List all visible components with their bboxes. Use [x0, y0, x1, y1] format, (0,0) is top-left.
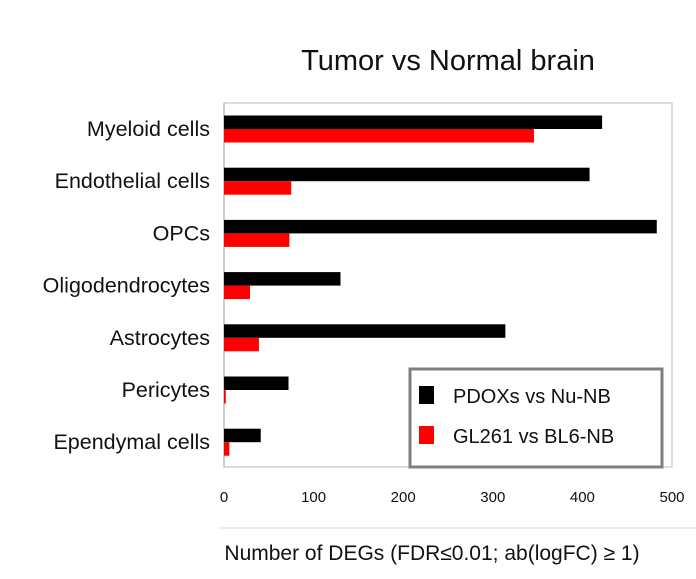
- x-tick-label: 0: [220, 489, 228, 506]
- category-label: OPCs: [153, 221, 210, 245]
- category-label: Myeloid cells: [87, 117, 210, 141]
- legend-label-series-2: GL261 vs BL6-NB: [453, 426, 614, 448]
- x-axis-label: Number of DEGs (FDR≤0.01; ab(logFC) ≥ 1): [224, 542, 639, 565]
- bar-series-1: [224, 272, 341, 286]
- x-tick-label: 500: [659, 489, 684, 506]
- bar-series-2: [224, 233, 290, 247]
- x-tick-label: 100: [301, 489, 326, 506]
- bar-series-2: [224, 390, 226, 404]
- legend-label-series-1: PDOXs vs Nu-NB: [453, 386, 611, 408]
- bar-series-1: [224, 428, 261, 443]
- legend-box: [408, 367, 664, 469]
- bar-series-1: [224, 376, 289, 390]
- x-tick-label: 400: [570, 489, 595, 506]
- bar-series-2: [224, 181, 292, 195]
- bars: [224, 115, 657, 456]
- bar-series-2: [224, 285, 250, 300]
- legend-swatch-series-2: [419, 426, 434, 444]
- category-labels: Myeloid cells Endothelial cells OPCs Oligod…: [43, 117, 210, 454]
- bar-series-1: [224, 324, 506, 338]
- legend: PDOXs vs Nu-NB GL261 vs BL6-NB: [408, 367, 664, 469]
- chart-title: Tumor vs Normal brain: [301, 45, 595, 77]
- category-label: Astrocytes: [110, 326, 210, 350]
- category-label: Endothelial cells: [55, 169, 210, 193]
- bar-series-2: [224, 337, 259, 352]
- bar-series-2: [224, 129, 535, 143]
- x-tick-label: 300: [480, 489, 505, 506]
- x-tick-label: 200: [391, 489, 416, 506]
- category-label: Pericytes: [122, 378, 210, 402]
- bar-series-1: [224, 115, 603, 129]
- bar-series-2: [224, 442, 230, 456]
- legend-swatch-series-1: [419, 386, 434, 404]
- x-axis-ticks: 0 100 200 300 400 500: [220, 489, 685, 506]
- category-label: Ependymal cells: [53, 430, 210, 454]
- category-label: Oligodendrocytes: [43, 274, 210, 298]
- bar-series-1: [224, 219, 657, 234]
- bar-series-1: [224, 167, 590, 182]
